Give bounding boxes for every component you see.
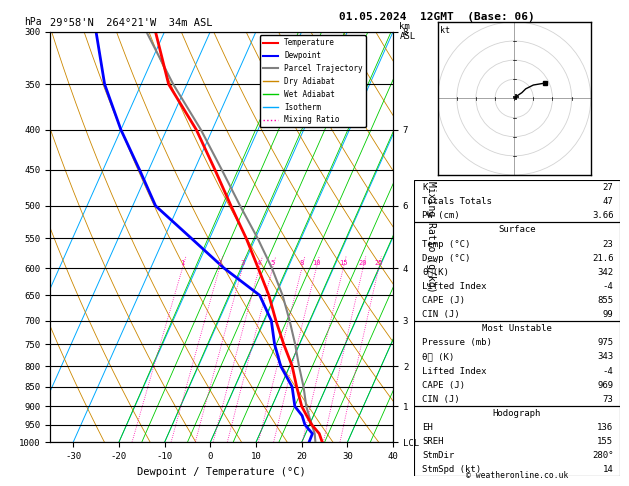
Text: 15: 15: [339, 260, 348, 266]
Text: PW (cm): PW (cm): [422, 211, 460, 220]
X-axis label: Dewpoint / Temperature (°C): Dewpoint / Temperature (°C): [137, 467, 306, 477]
Text: Surface: Surface: [498, 226, 535, 234]
Text: Dewp (°C): Dewp (°C): [422, 254, 470, 262]
Legend: Temperature, Dewpoint, Parcel Trajectory, Dry Adiabat, Wet Adiabat, Isotherm, Mi: Temperature, Dewpoint, Parcel Trajectory…: [260, 35, 366, 127]
Text: 29°58'N  264°21'W  34m ASL: 29°58'N 264°21'W 34m ASL: [50, 18, 213, 28]
Text: 3.66: 3.66: [592, 211, 613, 220]
Text: 23: 23: [603, 240, 613, 248]
Text: 5: 5: [270, 260, 275, 266]
Bar: [414, 180, 620, 222]
Text: -4: -4: [603, 366, 613, 376]
Text: 855: 855: [598, 296, 613, 305]
Text: CAPE (J): CAPE (J): [422, 381, 465, 390]
Text: EH: EH: [422, 423, 433, 432]
Bar: [414, 406, 620, 476]
Text: 3: 3: [240, 260, 245, 266]
Text: Temp (°C): Temp (°C): [422, 240, 470, 248]
Text: 27: 27: [603, 183, 613, 192]
Y-axis label: Mixing Ratio (g/kg): Mixing Ratio (g/kg): [426, 181, 436, 293]
Text: km
ASL: km ASL: [399, 22, 416, 41]
Text: 1: 1: [181, 260, 185, 266]
Text: Hodograph: Hodograph: [493, 409, 541, 418]
Text: StmSpd (kt): StmSpd (kt): [422, 466, 481, 474]
Text: kt: kt: [440, 26, 450, 35]
Text: θᴇ(K): θᴇ(K): [422, 268, 449, 277]
Text: hPa: hPa: [25, 17, 42, 28]
Text: 4: 4: [257, 260, 262, 266]
Text: © weatheronline.co.uk: © weatheronline.co.uk: [466, 471, 568, 480]
Text: 343: 343: [598, 352, 613, 362]
Text: 47: 47: [603, 197, 613, 206]
Text: Lifted Index: Lifted Index: [422, 366, 487, 376]
Text: 969: 969: [598, 381, 613, 390]
Text: Most Unstable: Most Unstable: [482, 324, 552, 333]
Text: SREH: SREH: [422, 437, 443, 446]
Text: Pressure (mb): Pressure (mb): [422, 338, 492, 347]
Text: 21.6: 21.6: [592, 254, 613, 262]
Text: 01.05.2024  12GMT  (Base: 06): 01.05.2024 12GMT (Base: 06): [339, 12, 535, 22]
Text: 14: 14: [603, 466, 613, 474]
Text: 20: 20: [359, 260, 367, 266]
Text: K: K: [422, 183, 428, 192]
Text: CIN (J): CIN (J): [422, 310, 460, 319]
Text: CAPE (J): CAPE (J): [422, 296, 465, 305]
Text: Lifted Index: Lifted Index: [422, 282, 487, 291]
Text: 136: 136: [598, 423, 613, 432]
Bar: [414, 222, 620, 321]
Text: 25: 25: [374, 260, 383, 266]
Text: θᴇ (K): θᴇ (K): [422, 352, 454, 362]
Text: 2: 2: [218, 260, 221, 266]
Text: 10: 10: [312, 260, 321, 266]
Text: 342: 342: [598, 268, 613, 277]
Text: 155: 155: [598, 437, 613, 446]
Text: 99: 99: [603, 310, 613, 319]
Text: CIN (J): CIN (J): [422, 395, 460, 404]
Text: Totals Totals: Totals Totals: [422, 197, 492, 206]
Text: -4: -4: [603, 282, 613, 291]
Text: 73: 73: [603, 395, 613, 404]
Bar: [414, 321, 620, 406]
Text: 975: 975: [598, 338, 613, 347]
Text: StmDir: StmDir: [422, 451, 454, 460]
Text: 8: 8: [300, 260, 304, 266]
Text: 280°: 280°: [592, 451, 613, 460]
